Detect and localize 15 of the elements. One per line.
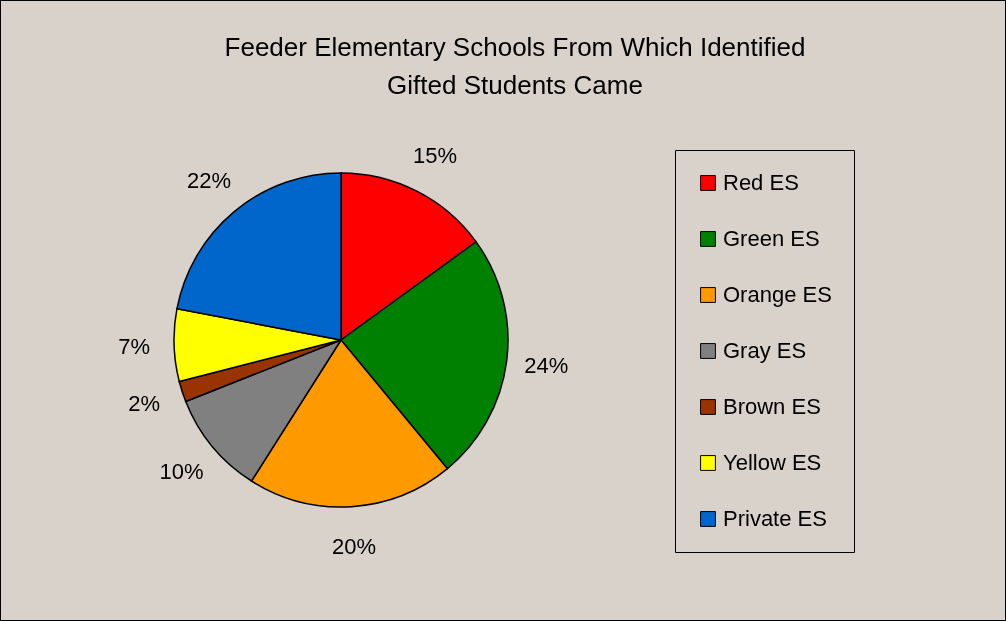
data-label: 22%: [187, 167, 232, 193]
data-label: 7%: [118, 333, 150, 359]
legend-label: Private ES: [723, 506, 827, 531]
legend-label: Yellow ES: [723, 450, 822, 475]
legend-label: Brown ES: [723, 394, 821, 419]
data-label: 24%: [524, 352, 569, 378]
legend-label: Orange ES: [723, 282, 832, 307]
legend-label: Gray ES: [723, 338, 807, 363]
data-label: 10%: [159, 458, 204, 484]
legend-label: Green ES: [723, 226, 820, 251]
chart-title: Feeder Elementary Schools From Which Identified Gifted Students Came: [224, 32, 806, 100]
data-label: 15%: [412, 142, 457, 168]
legend-label: Red ES: [723, 170, 799, 195]
data-label: 20%: [331, 533, 377, 559]
data-label: 2%: [128, 390, 161, 416]
